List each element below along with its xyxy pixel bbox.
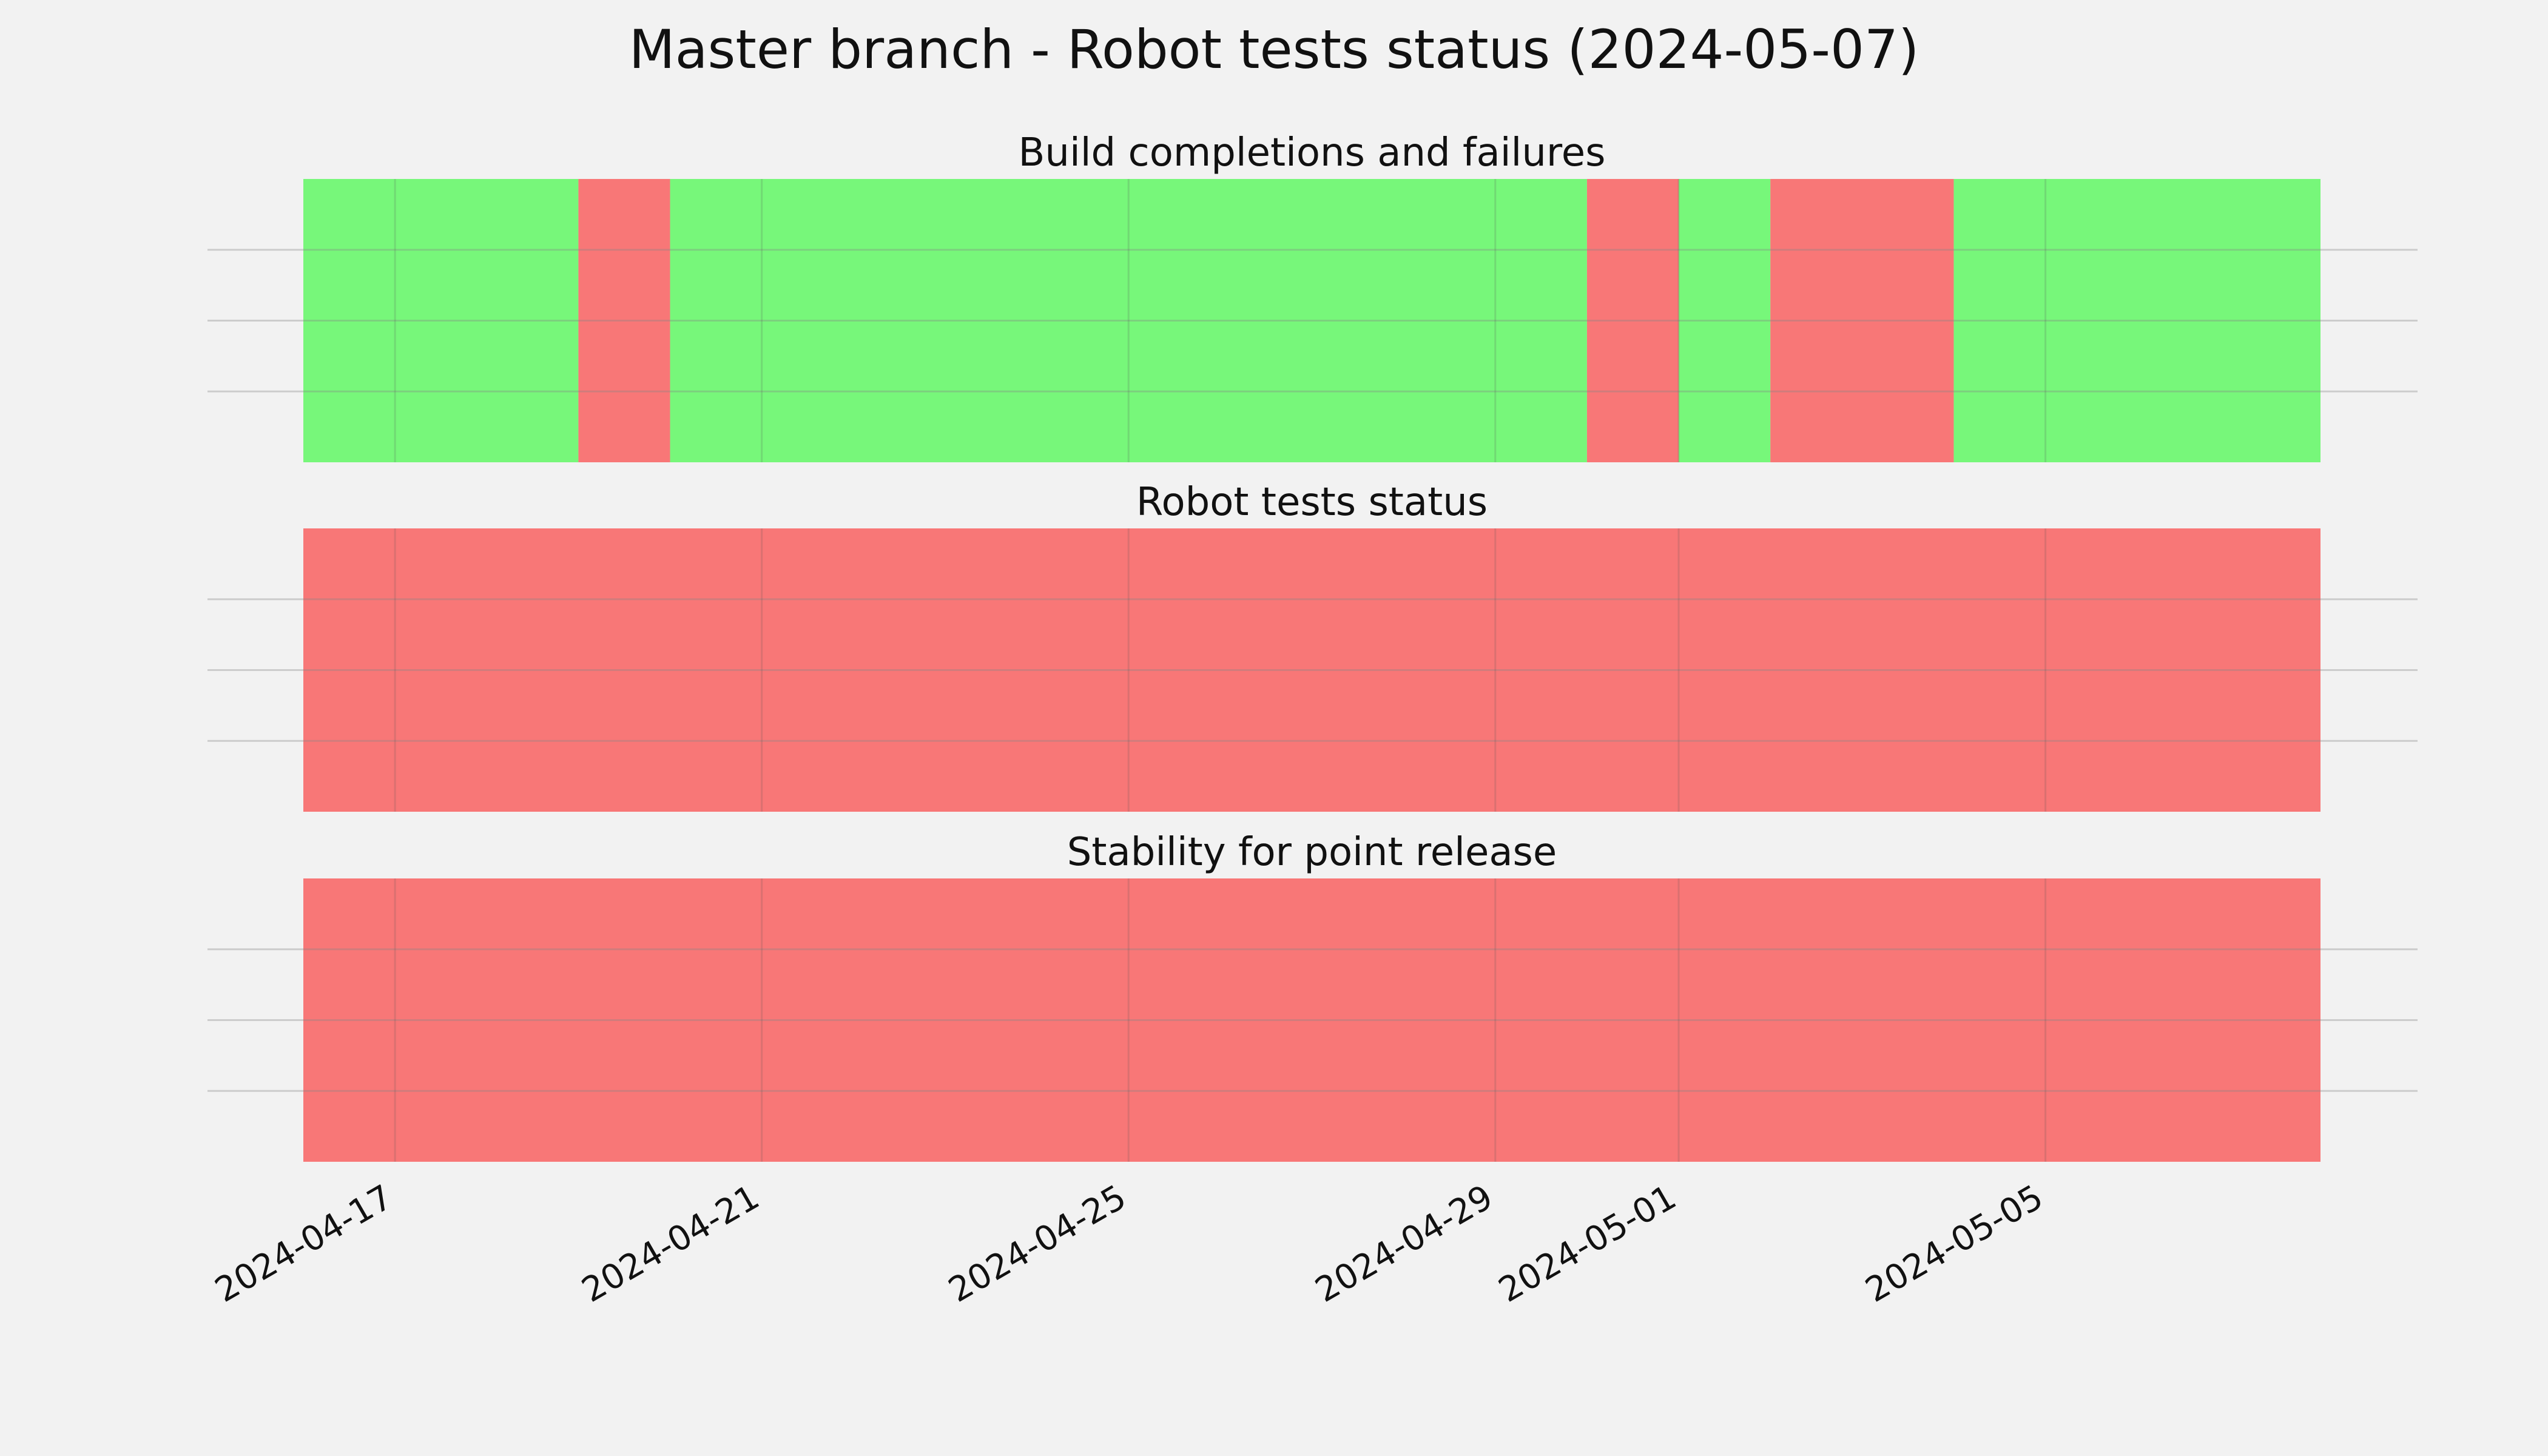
panel-title: Robot tests status bbox=[1136, 480, 1488, 525]
segment-failure bbox=[303, 528, 2320, 812]
panel-title: Stability for point release bbox=[1067, 830, 1557, 875]
panel-2: Robot tests status bbox=[207, 480, 2418, 812]
panel-1: Build completions and failures bbox=[207, 130, 2418, 462]
segment-failure bbox=[303, 878, 2320, 1162]
panel-3: Stability for point release bbox=[207, 830, 2418, 1162]
segment-failure bbox=[578, 179, 670, 462]
panels: Build completions and failures Robot test… bbox=[207, 130, 2418, 1162]
segment-failure bbox=[1770, 179, 1954, 462]
segment-success bbox=[670, 179, 1587, 462]
segment-success bbox=[1953, 179, 2320, 462]
segment-success bbox=[1679, 179, 1771, 462]
segment-success bbox=[303, 179, 579, 462]
chart-title: Master branch - Robot tests status (2024… bbox=[629, 18, 1919, 81]
segment-failure bbox=[1586, 179, 1679, 462]
panel-title: Build completions and failures bbox=[1019, 130, 1606, 175]
